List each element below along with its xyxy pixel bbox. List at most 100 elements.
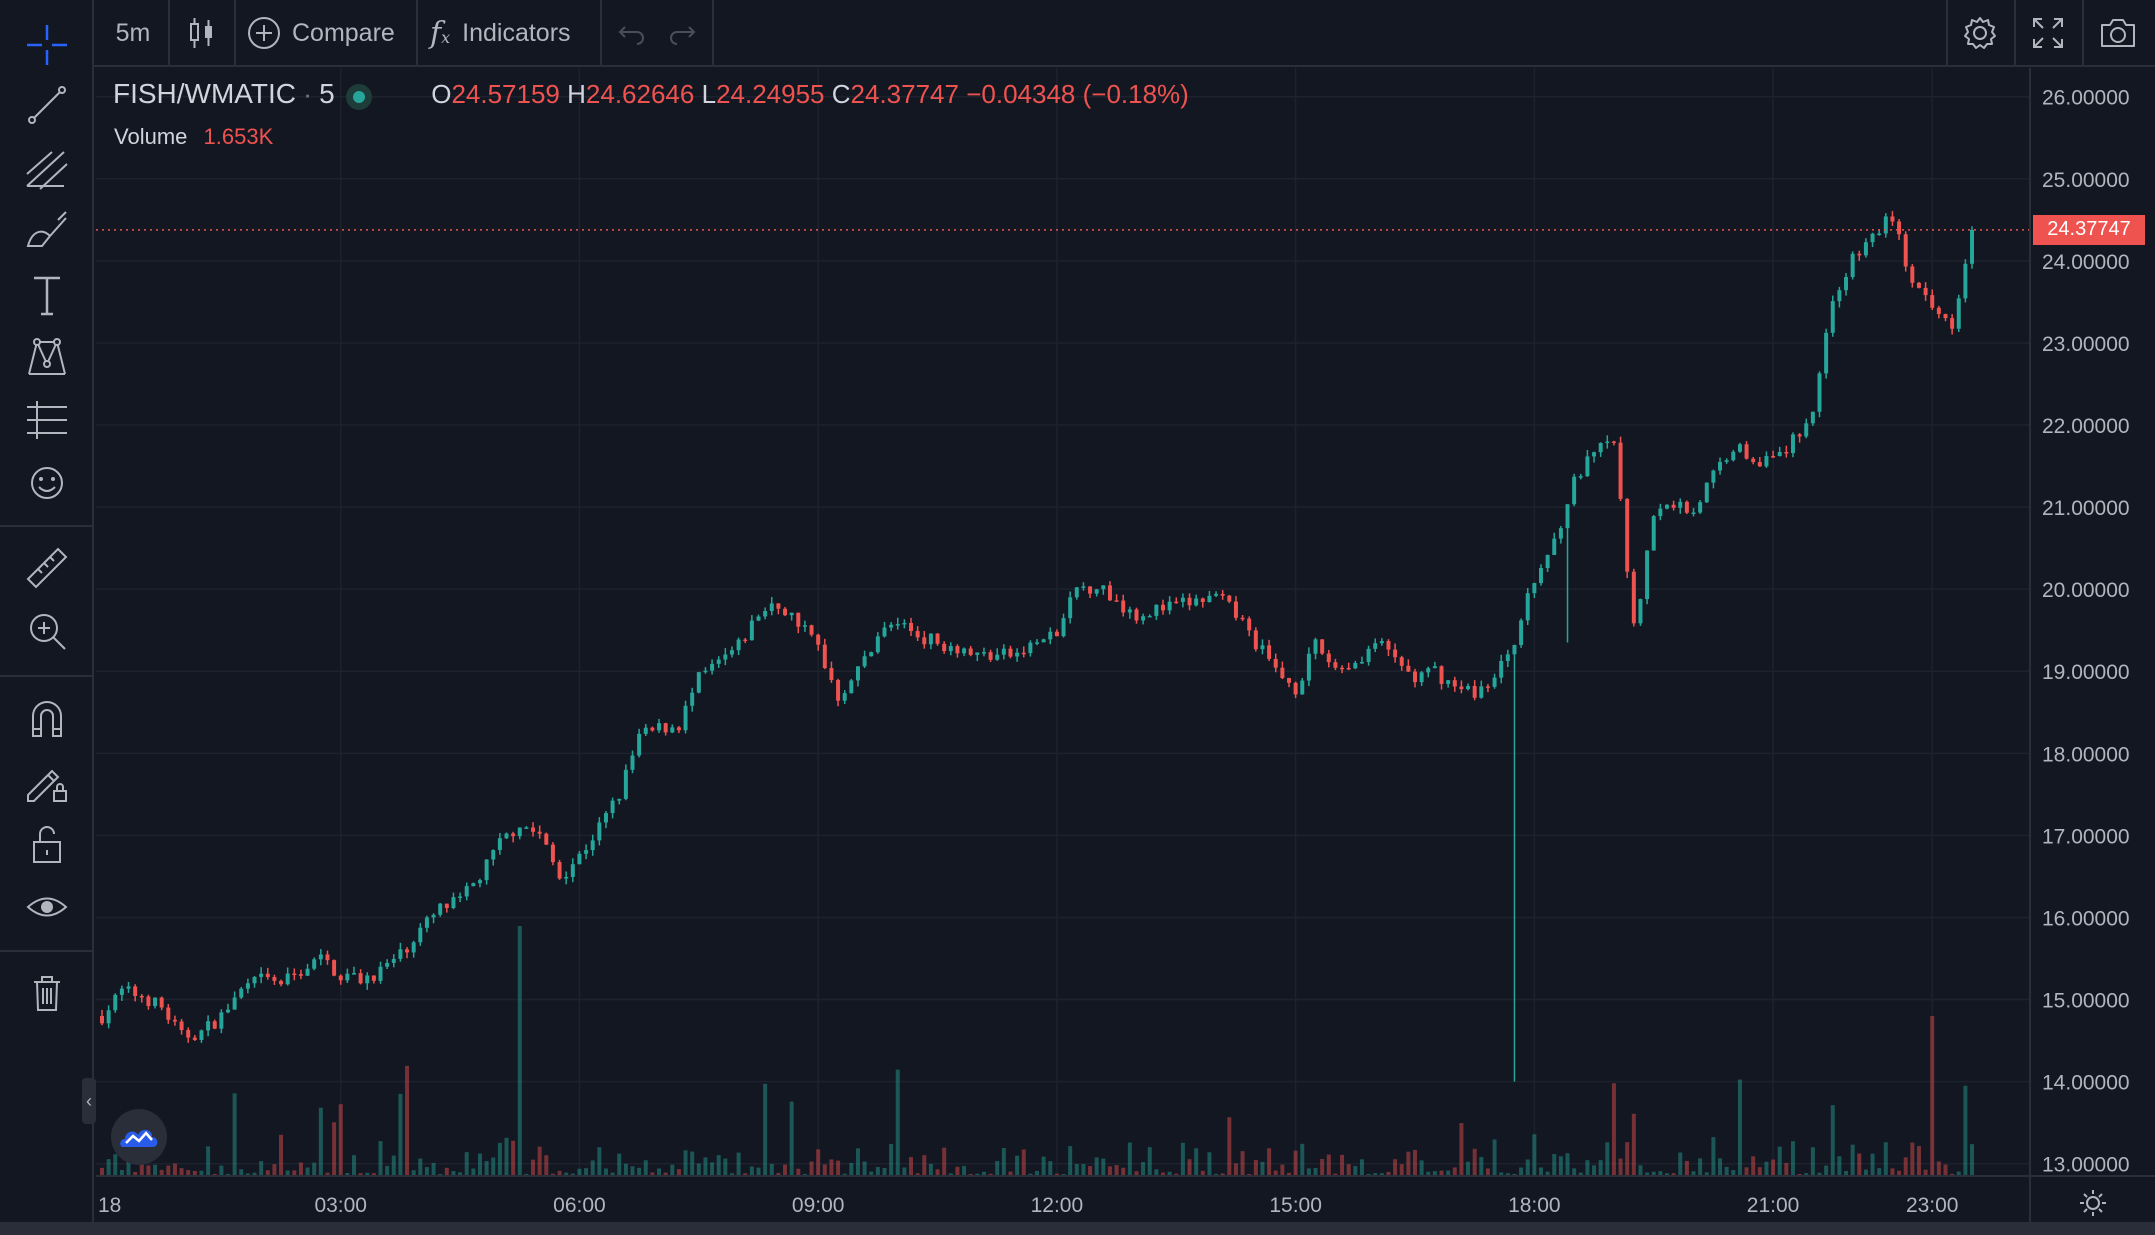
text-tool[interactable] (22, 270, 72, 320)
interval-button[interactable]: 5m (100, 0, 166, 66)
candle-body (1081, 586, 1086, 588)
volume-bar (1870, 1153, 1875, 1176)
volume-bar (1598, 1160, 1603, 1176)
trend-line-tool[interactable] (22, 80, 72, 130)
candle-body (1340, 667, 1345, 670)
volume-bar (729, 1173, 734, 1176)
candle-body (1227, 595, 1232, 602)
candle-body (1419, 672, 1424, 683)
candle-body (511, 833, 516, 837)
candle-body (849, 680, 854, 694)
candle-body (1247, 618, 1252, 631)
time-tick-label: 12:00 (1031, 1194, 1084, 1217)
candle-body (716, 659, 721, 664)
zoom-tool[interactable] (22, 606, 72, 656)
candle-body (1552, 538, 1557, 555)
prediction-tool[interactable] (22, 395, 72, 445)
volume-bar (1472, 1148, 1477, 1176)
price-tick-label: 16.00000 (2042, 907, 2130, 930)
price-tick-label: 18.00000 (2042, 743, 2130, 766)
volume-bar (424, 1167, 429, 1176)
candle-body (1432, 666, 1437, 669)
candle-body (159, 997, 164, 1008)
candle-body (1194, 598, 1199, 606)
candle-body (1035, 642, 1039, 644)
volume-bar (431, 1162, 436, 1176)
pattern-tool[interactable] (22, 332, 72, 382)
time-tick-label: 09:00 (792, 1194, 845, 1217)
candle-body (1439, 666, 1444, 684)
measure-tool[interactable] (22, 543, 72, 593)
candle-body (504, 833, 509, 839)
candle-body (524, 827, 529, 829)
time-tick-label: 03:00 (314, 1194, 367, 1217)
volume-bar (1532, 1134, 1537, 1176)
lock-drawings-tool[interactable] (22, 757, 72, 807)
candle-body (1114, 600, 1119, 602)
magnet-tool[interactable] (22, 694, 72, 744)
candle-body (590, 840, 595, 851)
snapshot-button[interactable] (2088, 0, 2148, 66)
fullscreen-button[interactable] (2020, 0, 2076, 66)
volume-bar (1001, 1148, 1006, 1176)
compare-button[interactable]: Compare (246, 0, 406, 66)
settings-button[interactable] (1952, 0, 2008, 66)
volume-bar (285, 1170, 290, 1176)
zoom-in-icon (30, 614, 66, 650)
volume-bar (332, 1122, 337, 1176)
candle-body (836, 679, 841, 701)
price-tick-label: 22.00000 (2042, 415, 2130, 438)
volume-bar (1432, 1171, 1437, 1176)
volume-bar (1227, 1117, 1232, 1176)
volume-bar (1214, 1173, 1219, 1176)
market-status-icon[interactable] (346, 84, 372, 110)
volume-bar (531, 1159, 536, 1176)
price-axis[interactable]: 13.00000 14.00000 15.00000 16.00000 17.00000… (2029, 68, 2130, 1222)
candle-body (1459, 686, 1464, 690)
collapse-toolbar-button[interactable]: ‹ (82, 1078, 96, 1124)
volume-bar (623, 1163, 628, 1176)
remove-drawings-tool[interactable] (22, 968, 72, 1018)
candle-body (736, 639, 741, 651)
crosshair-tool[interactable] (22, 20, 72, 70)
candle-body (749, 620, 754, 641)
close-value: 24.37747 (850, 79, 959, 109)
indicators-label: Indicators (462, 18, 571, 47)
candle-body (153, 997, 158, 1007)
chart-type-button[interactable] (172, 0, 232, 66)
candle-body (1572, 476, 1577, 505)
low-value: 24.24955 (716, 79, 825, 109)
volume-bar (1320, 1158, 1325, 1176)
icon-tool[interactable] (22, 458, 72, 508)
volume-bar (769, 1163, 774, 1176)
axis-settings-button[interactable] (2078, 1188, 2108, 1223)
candle-body (981, 652, 986, 654)
volume-bar (676, 1169, 681, 1176)
undo-button[interactable] (612, 0, 652, 66)
tradingview-logo[interactable] (111, 1109, 167, 1165)
indicators-button[interactable]: fx Indicators (430, 0, 590, 66)
candle-body (796, 612, 801, 627)
volume-bar (1107, 1166, 1112, 1176)
volume-bar (1273, 1170, 1278, 1176)
volume-bar (1008, 1171, 1013, 1176)
brush-tool[interactable] (22, 206, 72, 256)
candle-body (531, 827, 536, 832)
candle-body (962, 648, 967, 654)
volume-bar (312, 1162, 317, 1176)
volume-bar (849, 1162, 854, 1176)
volume-bar (1764, 1161, 1769, 1176)
fib-tool[interactable] (22, 144, 72, 194)
candle-body (1187, 597, 1192, 606)
candle-body (305, 968, 310, 976)
time-axis[interactable]: 18 03:00 06:00 09:00 12:00 15:00 18:00 21:00 23:… (96, 1175, 2155, 1217)
candle-body (172, 1019, 177, 1022)
lock-tool[interactable] (22, 820, 72, 870)
volume-bar (1731, 1169, 1736, 1176)
candle-body (1578, 476, 1583, 478)
hide-tool[interactable] (22, 882, 72, 932)
symbol-name[interactable]: FISH/WMATIC (113, 78, 297, 109)
redo-button[interactable] (662, 0, 702, 66)
candle-body (1850, 253, 1855, 278)
